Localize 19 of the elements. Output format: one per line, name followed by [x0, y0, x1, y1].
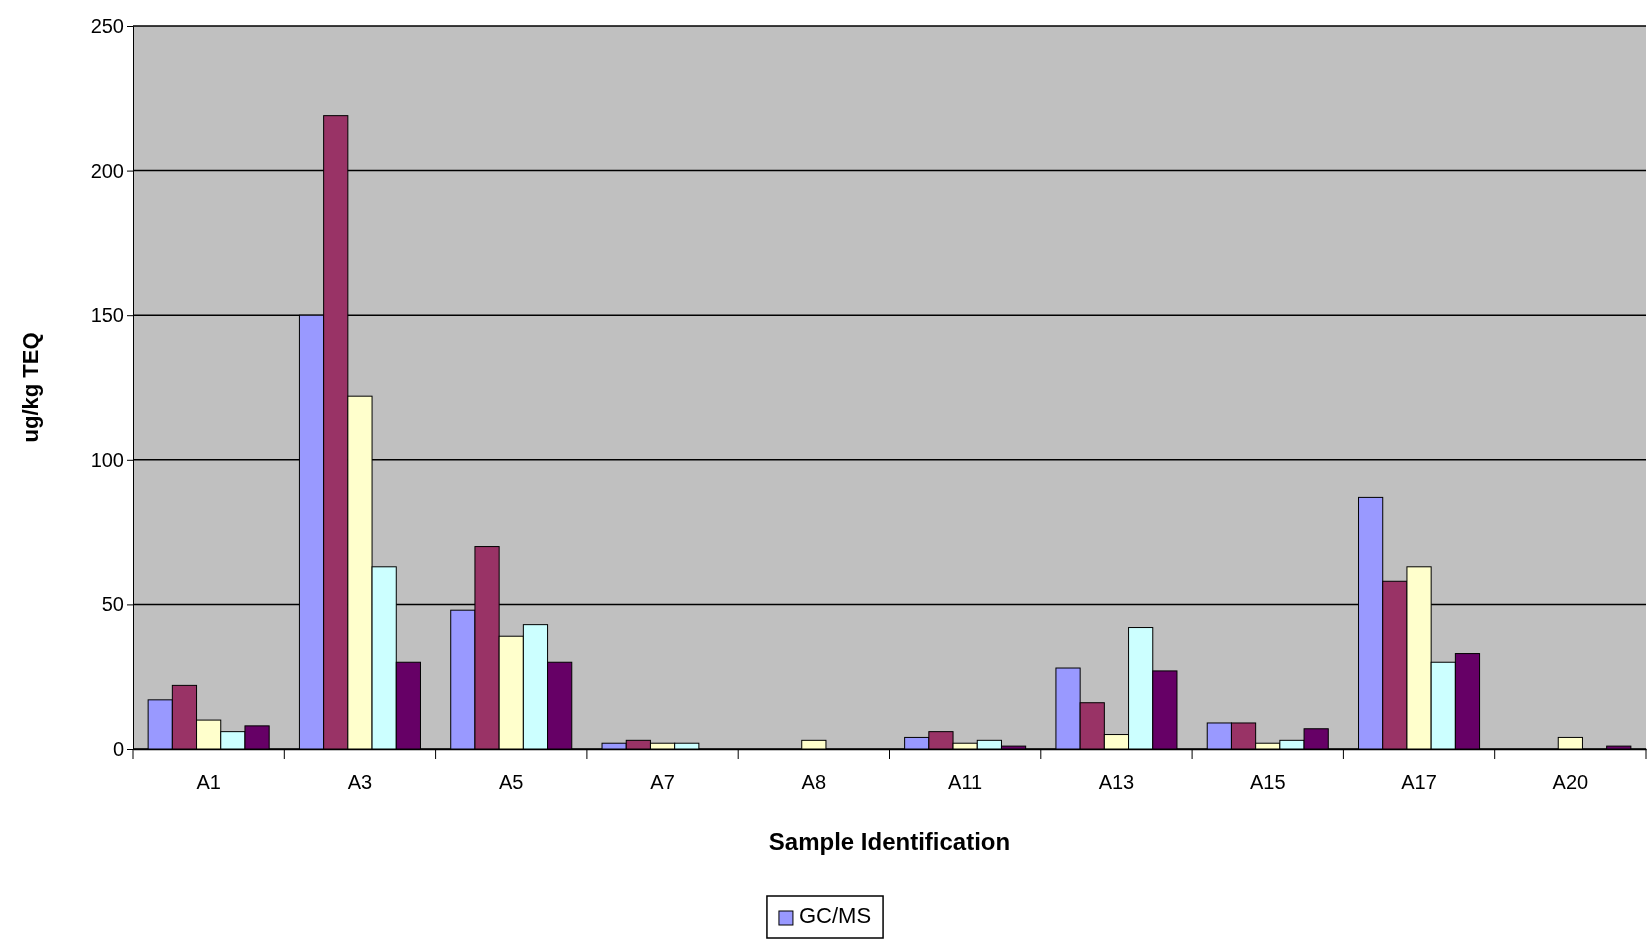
- x-tick-label: A20: [1552, 771, 1589, 794]
- y-axis-title: ug/kg TEQ: [18, 332, 43, 443]
- y-tick-label: 150: [90, 304, 124, 327]
- x-tick-label: A1: [196, 771, 221, 794]
- y-tick-label: 200: [90, 159, 124, 182]
- y-tick-label: 100: [90, 448, 124, 471]
- x-tick-label: A13: [1098, 771, 1135, 794]
- y-tick-label: 0: [112, 737, 124, 760]
- legend-label: GC/MS: [798, 903, 872, 928]
- x-tick-label: A3: [347, 771, 373, 794]
- y-tick-label: 250: [90, 14, 124, 37]
- y-tick-label: 50: [101, 593, 124, 616]
- x-tick-label: A15: [1249, 771, 1286, 794]
- x-tick-label: A11: [948, 771, 983, 794]
- x-tick-label: A5: [499, 771, 524, 794]
- x-tick-label: A17: [1401, 771, 1437, 794]
- x-tick-label: A7: [650, 771, 675, 794]
- x-tick-label: A8: [801, 771, 827, 794]
- x-axis-title: Sample Identification: [768, 828, 1011, 855]
